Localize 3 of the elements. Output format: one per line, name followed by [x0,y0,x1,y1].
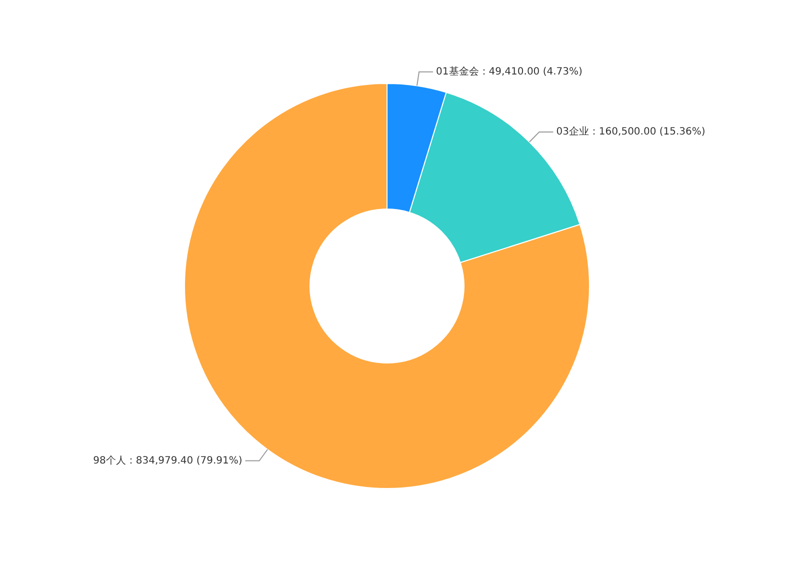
slice-label: 01基金会：49,410.00 (4.73%) [436,65,583,78]
slice-label: 98个人：834,979.40 (79.91%) [93,454,242,466]
slice-label: 03企业：160,500.00 (15.36%) [556,126,706,138]
